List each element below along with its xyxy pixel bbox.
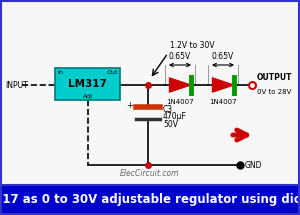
Text: Out: Out: [106, 70, 118, 75]
Text: 0V to 28V: 0V to 28V: [257, 89, 291, 95]
Text: 1N4007: 1N4007: [166, 99, 194, 105]
Text: C3: C3: [163, 105, 173, 114]
Bar: [55, 68, 120, 100]
Text: 1N4007: 1N4007: [209, 99, 237, 105]
Text: 50V: 50V: [163, 120, 178, 129]
Text: 1.2V to 30V: 1.2V to 30V: [170, 41, 214, 50]
Text: 470μF: 470μF: [163, 112, 187, 121]
Text: LM317 as 0 to 30V adjustable regulator using diodes: LM317 as 0 to 30V adjustable regulator u…: [0, 194, 300, 206]
Text: 0.65V: 0.65V: [212, 52, 234, 61]
Text: 0.65V: 0.65V: [169, 52, 191, 61]
Text: In: In: [57, 70, 63, 75]
Bar: [0, 185, 300, 215]
Text: OUTPUT: OUTPUT: [257, 73, 292, 82]
Polygon shape: [212, 78, 233, 92]
Text: LM317: LM317: [68, 79, 107, 89]
Text: INPUT: INPUT: [5, 80, 28, 89]
Polygon shape: [169, 78, 190, 92]
Text: Adj: Adj: [82, 94, 92, 99]
Bar: [0, 0, 300, 185]
Text: +: +: [126, 101, 133, 111]
Text: GND: GND: [245, 161, 262, 169]
Text: ElecCircuit.com: ElecCircuit.com: [120, 169, 180, 178]
